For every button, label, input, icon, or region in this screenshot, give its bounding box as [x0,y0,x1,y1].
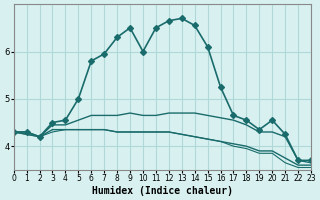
X-axis label: Humidex (Indice chaleur): Humidex (Indice chaleur) [92,186,233,196]
